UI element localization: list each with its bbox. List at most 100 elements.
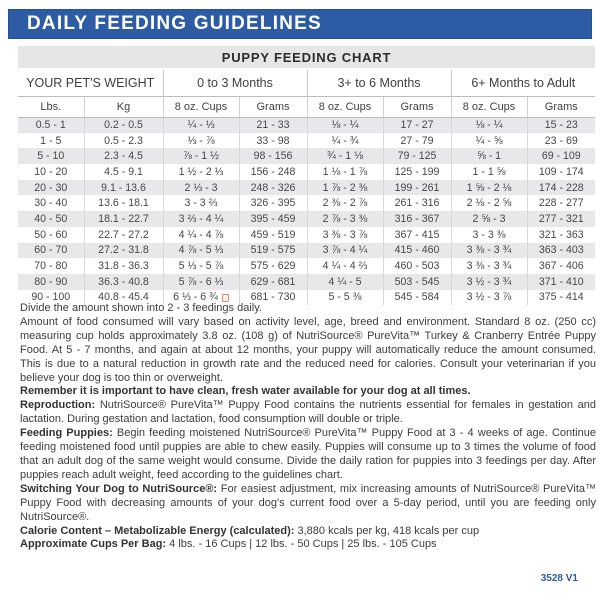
table-cell: 415 - 460 xyxy=(382,242,452,259)
table-cell: 30 - 40 xyxy=(34,197,68,210)
note-bold-lead: Reproduction: xyxy=(20,399,96,412)
table-cell: 4 ¼ - 5 xyxy=(306,273,383,290)
table-cell: 3 - 3 ⅔ xyxy=(162,195,239,212)
table-cell: 3 ⅜ - 3 ¾ xyxy=(450,242,528,259)
table-cell: 13.6 - 18.1 xyxy=(83,195,163,212)
table-row: 5 - 10 2.3 - 4.5 ⅞ - 1 ½ 98 - 156 ¾ - 1 ⅛ 79 … xyxy=(18,148,596,165)
table-cell: 2.3 - 4.5 xyxy=(83,148,163,165)
note-bold-lead: Approximate Cups Per Bag: xyxy=(20,538,167,551)
table-cell: 3 ⅔ - 4 ¼ xyxy=(162,211,239,227)
table-cell: 50 - 60 xyxy=(34,228,68,241)
table-cell: 3 ⅜ - 3 ¾ xyxy=(450,258,528,274)
table-cell: 575 - 629 xyxy=(238,258,307,274)
table-cell: 2 ⅛ - 2 ⅝ xyxy=(450,195,528,212)
table-cell: 9.1 - 13.6 xyxy=(83,179,163,196)
note-bold-lead: Remember it is important to have clean, … xyxy=(20,385,471,398)
note-bold-lead: Feeding Puppies: xyxy=(20,427,113,440)
table-cell: 1 ⅝ - 2 ⅛ xyxy=(450,179,528,196)
table-cell: 20 - 30 xyxy=(34,181,68,194)
table-cell: 199 - 261 xyxy=(382,179,452,196)
table-cell: 90 - 100 xyxy=(31,291,71,304)
page-title: DAILY FEEDING GUIDELINES xyxy=(27,13,322,34)
column-group-header: 6+ Months to Adult xyxy=(450,70,596,97)
table-cell: 629 - 681 xyxy=(238,273,307,290)
table-cell: 6 ⅓ - 6 ¾ xyxy=(162,289,239,306)
table-cell: ⅞ - 1 ½ xyxy=(162,148,239,165)
table-cell: ¼ - ¾ xyxy=(306,132,383,149)
table-cell: 98 - 156 xyxy=(238,148,307,165)
table-cell: 18.1 - 22.7 xyxy=(83,211,163,227)
table-cell: 2 ⅝ - 3 xyxy=(450,211,528,227)
table-cell: 1 - 1 ⅝ xyxy=(450,164,528,180)
table-cell: 681 - 730 xyxy=(238,289,307,306)
table-cell: 248 - 326 xyxy=(238,179,307,196)
table-row: 1 - 5 0.5 - 2.3 ⅓ - ⅞ 33 - 98 ¼ - ¾ 27 - 79 ¼ … xyxy=(18,132,596,149)
puppy-feeding-table: YOUR PET'S WEIGHT 0 to 3 Months 3+ to 6 Mo… xyxy=(18,70,596,306)
table-cell: 503 - 545 xyxy=(382,273,452,290)
table-cell: 395 - 459 xyxy=(238,211,307,227)
column-header: Grams xyxy=(526,96,596,118)
note-bold-lead: Calorie Content – Metabolizable Energy (… xyxy=(20,524,295,537)
table-row: 70 - 80 31.8 - 36.3 5 ⅓ - 5 ⅞ 575 - 629 4 ¼ … xyxy=(18,258,596,274)
table-cell: 3 ½ - 3 ¾ xyxy=(450,273,528,290)
table-cell: 375 - 414 xyxy=(526,289,596,306)
table-row: 0.5 - 1 0.2 - 0.5 ¼ - ⅓ 21 - 33 ⅛ - ¼ 17 - 27… xyxy=(18,117,596,133)
table-cell: 70 - 80 xyxy=(34,260,68,273)
table-row: 30 - 40 13.6 - 18.1 3 - 3 ⅔ 326 - 395 2 ⅜ - … xyxy=(18,195,596,212)
table-cell: 156 - 248 xyxy=(238,164,307,180)
table-cell: 2 ⅞ - 3 ⅜ xyxy=(306,211,383,227)
red-artifact-icon xyxy=(221,293,229,302)
table-cell: 1 ½ - 2 ⅓ xyxy=(162,164,239,180)
table-cell: 4 ¼ - 4 ⅔ xyxy=(306,258,383,274)
table-cell: 2 ⅓ - 3 xyxy=(162,179,239,196)
table-cell: ¾ - 1 ⅛ xyxy=(306,148,383,165)
table-row: 80 - 90 36.3 - 40.8 5 ⅞ - 6 ⅓ 629 - 681 4 ¼ … xyxy=(18,273,596,290)
table-cell: 23 - 69 xyxy=(526,132,596,149)
table-row: 90 - 100 40.8 - 45.4 6 ⅓ - 6 ¾ 681 - 730 5 -… xyxy=(18,289,596,306)
table-subheader-row: Lbs. Kg 8 oz. Cups Grams 8 oz. Cups Grams 8 oz… xyxy=(18,96,596,118)
table-cell: 17 - 27 xyxy=(382,117,452,133)
table-cell: 3 ⅞ - 4 ¼ xyxy=(306,242,383,259)
table-cell: 36.3 - 40.8 xyxy=(83,273,163,290)
column-group-header: 0 to 3 Months xyxy=(162,70,307,97)
table-cell: 1 ⅞ - 2 ⅜ xyxy=(306,179,383,196)
chart-title: PUPPY FEEDING CHART xyxy=(221,49,392,65)
table-cell: 326 - 395 xyxy=(238,195,307,212)
table-cell: 125 - 199 xyxy=(382,164,452,180)
table-body: 0.5 - 1 0.2 - 0.5 ¼ - ⅓ 21 - 33 ⅛ - ¼ 17 - 27… xyxy=(18,117,596,306)
table-cell: 33 - 98 xyxy=(238,132,307,149)
table-cell: 79 - 125 xyxy=(382,148,452,165)
table-cell: ¼ - ⅝ xyxy=(450,132,528,149)
table-cell: 22.7 - 27.2 xyxy=(83,226,163,243)
column-header: 8 oz. Cups xyxy=(162,96,239,118)
table-cell: 316 - 367 xyxy=(382,211,452,227)
table-cell: 519 - 575 xyxy=(238,242,307,259)
table-cell: 5 ⅞ - 6 ⅓ xyxy=(162,273,239,290)
note-bold-lead: Switching Your Dog to NutriSource®: xyxy=(20,482,218,495)
table-cell: 40 - 50 xyxy=(34,212,68,225)
table-cell: 1 ⅛ - 1 ⅞ xyxy=(306,164,383,180)
note-paragraph: Reproduction: NutriSource® PureVita™ Pup… xyxy=(20,399,596,426)
table-cell: ¼ - ⅓ xyxy=(162,117,239,133)
table-cell: 228 - 277 xyxy=(526,195,596,212)
feeding-notes: Divide the amount shown into 2 - 3 feedi… xyxy=(20,302,596,552)
table-cell: ⅛ - ¼ xyxy=(306,117,383,133)
table-cell: ⅓ - ⅞ xyxy=(162,132,239,149)
table-cell: 69 - 109 xyxy=(526,148,596,165)
table-cell: 363 - 403 xyxy=(526,242,596,259)
table-cell: 27 - 79 xyxy=(382,132,452,149)
table-cell: 109 - 174 xyxy=(526,164,596,180)
table-cell: 0.5 - 1 xyxy=(35,119,66,132)
table-cell: 2 ⅜ - 2 ⅞ xyxy=(306,195,383,212)
table-cell: 15 - 23 xyxy=(526,117,596,133)
document-code: 3528 V1 xyxy=(540,573,578,584)
column-group-header: YOUR PET'S WEIGHT xyxy=(18,70,163,97)
table-cell: 5 ⅓ - 5 ⅞ xyxy=(162,258,239,274)
chart-title-band: PUPPY FEEDING CHART xyxy=(18,46,595,68)
table-cell: 1 - 5 xyxy=(40,134,62,147)
table-row: 50 - 60 22.7 - 27.2 4 ¼ - 4 ⅞ 459 - 519 3 ⅜ … xyxy=(18,226,596,243)
note-paragraph: Amount of food consumed will vary based … xyxy=(20,315,596,384)
table-cell: 4 ⅞ - 5 ⅓ xyxy=(162,242,239,259)
table-cell: ⅝ - 1 xyxy=(450,148,528,165)
table-cell: 3 ⅜ - 3 ⅞ xyxy=(306,226,383,243)
